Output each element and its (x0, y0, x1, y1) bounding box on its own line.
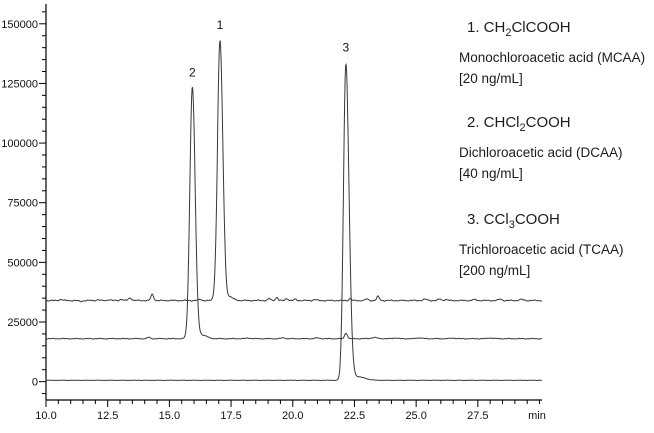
y-tick-label: 125000 (1, 78, 38, 90)
legend-formula: 2. CHCl2COOH (467, 114, 571, 135)
x-tick-label: 27.5 (467, 410, 488, 422)
y-tick-label: 100000 (1, 138, 38, 150)
y-tick-label: 25000 (7, 317, 38, 329)
x-tick-label: 25.0 (405, 410, 426, 422)
x-tick-label: 20.0 (282, 410, 303, 422)
y-tick-label: 75000 (7, 198, 38, 210)
x-tick-label: 10.0 (35, 410, 56, 422)
legend-concentration: [40 ng/mL] (459, 166, 523, 181)
mcaa-trace (45, 39, 542, 303)
dcaa-trace (46, 86, 542, 340)
tcaa-trace (46, 63, 543, 382)
peak-label-1: 1 (217, 18, 224, 32)
peak-label-3: 3 (342, 41, 349, 55)
x-axis-unit-label: min (528, 410, 546, 422)
y-tick-label: 50000 (7, 257, 38, 269)
legend-group-1: 1. CH2ClCOOH Monochloroacetic acid (MCAA)… (459, 20, 654, 87)
x-tick-label: 17.5 (220, 410, 241, 422)
legend-concentration: [200 ng/mL] (459, 263, 531, 278)
legend-group-2: 2. CHCl2COOH Dichloroacetic acid (DCAA) [4… (459, 115, 654, 182)
x-tick-label: 22.5 (344, 410, 365, 422)
x-tick-label: 12.5 (97, 410, 118, 422)
x-tick-label: 15.0 (159, 410, 180, 422)
legend-compound-name: Trichloroacetic acid (TCAA) (459, 242, 624, 257)
legend-formula: 1. CH2ClCOOH (467, 19, 571, 40)
legend-concentration: [20 ng/mL] (459, 71, 523, 86)
y-tick-label: 0 (32, 377, 38, 389)
legend-group-3: 3. CCl3COOH Trichloroacetic acid (TCAA) [2… (459, 212, 654, 279)
peak-label-2: 2 (189, 66, 196, 80)
y-tick-label: 150000 (1, 19, 38, 31)
legend-compound-name: Dichloroacetic acid (DCAA) (459, 145, 623, 160)
legend-formula: 3. CCl3COOH (467, 211, 560, 232)
legend-compound-name: Monochloroacetic acid (MCAA) (459, 50, 646, 65)
